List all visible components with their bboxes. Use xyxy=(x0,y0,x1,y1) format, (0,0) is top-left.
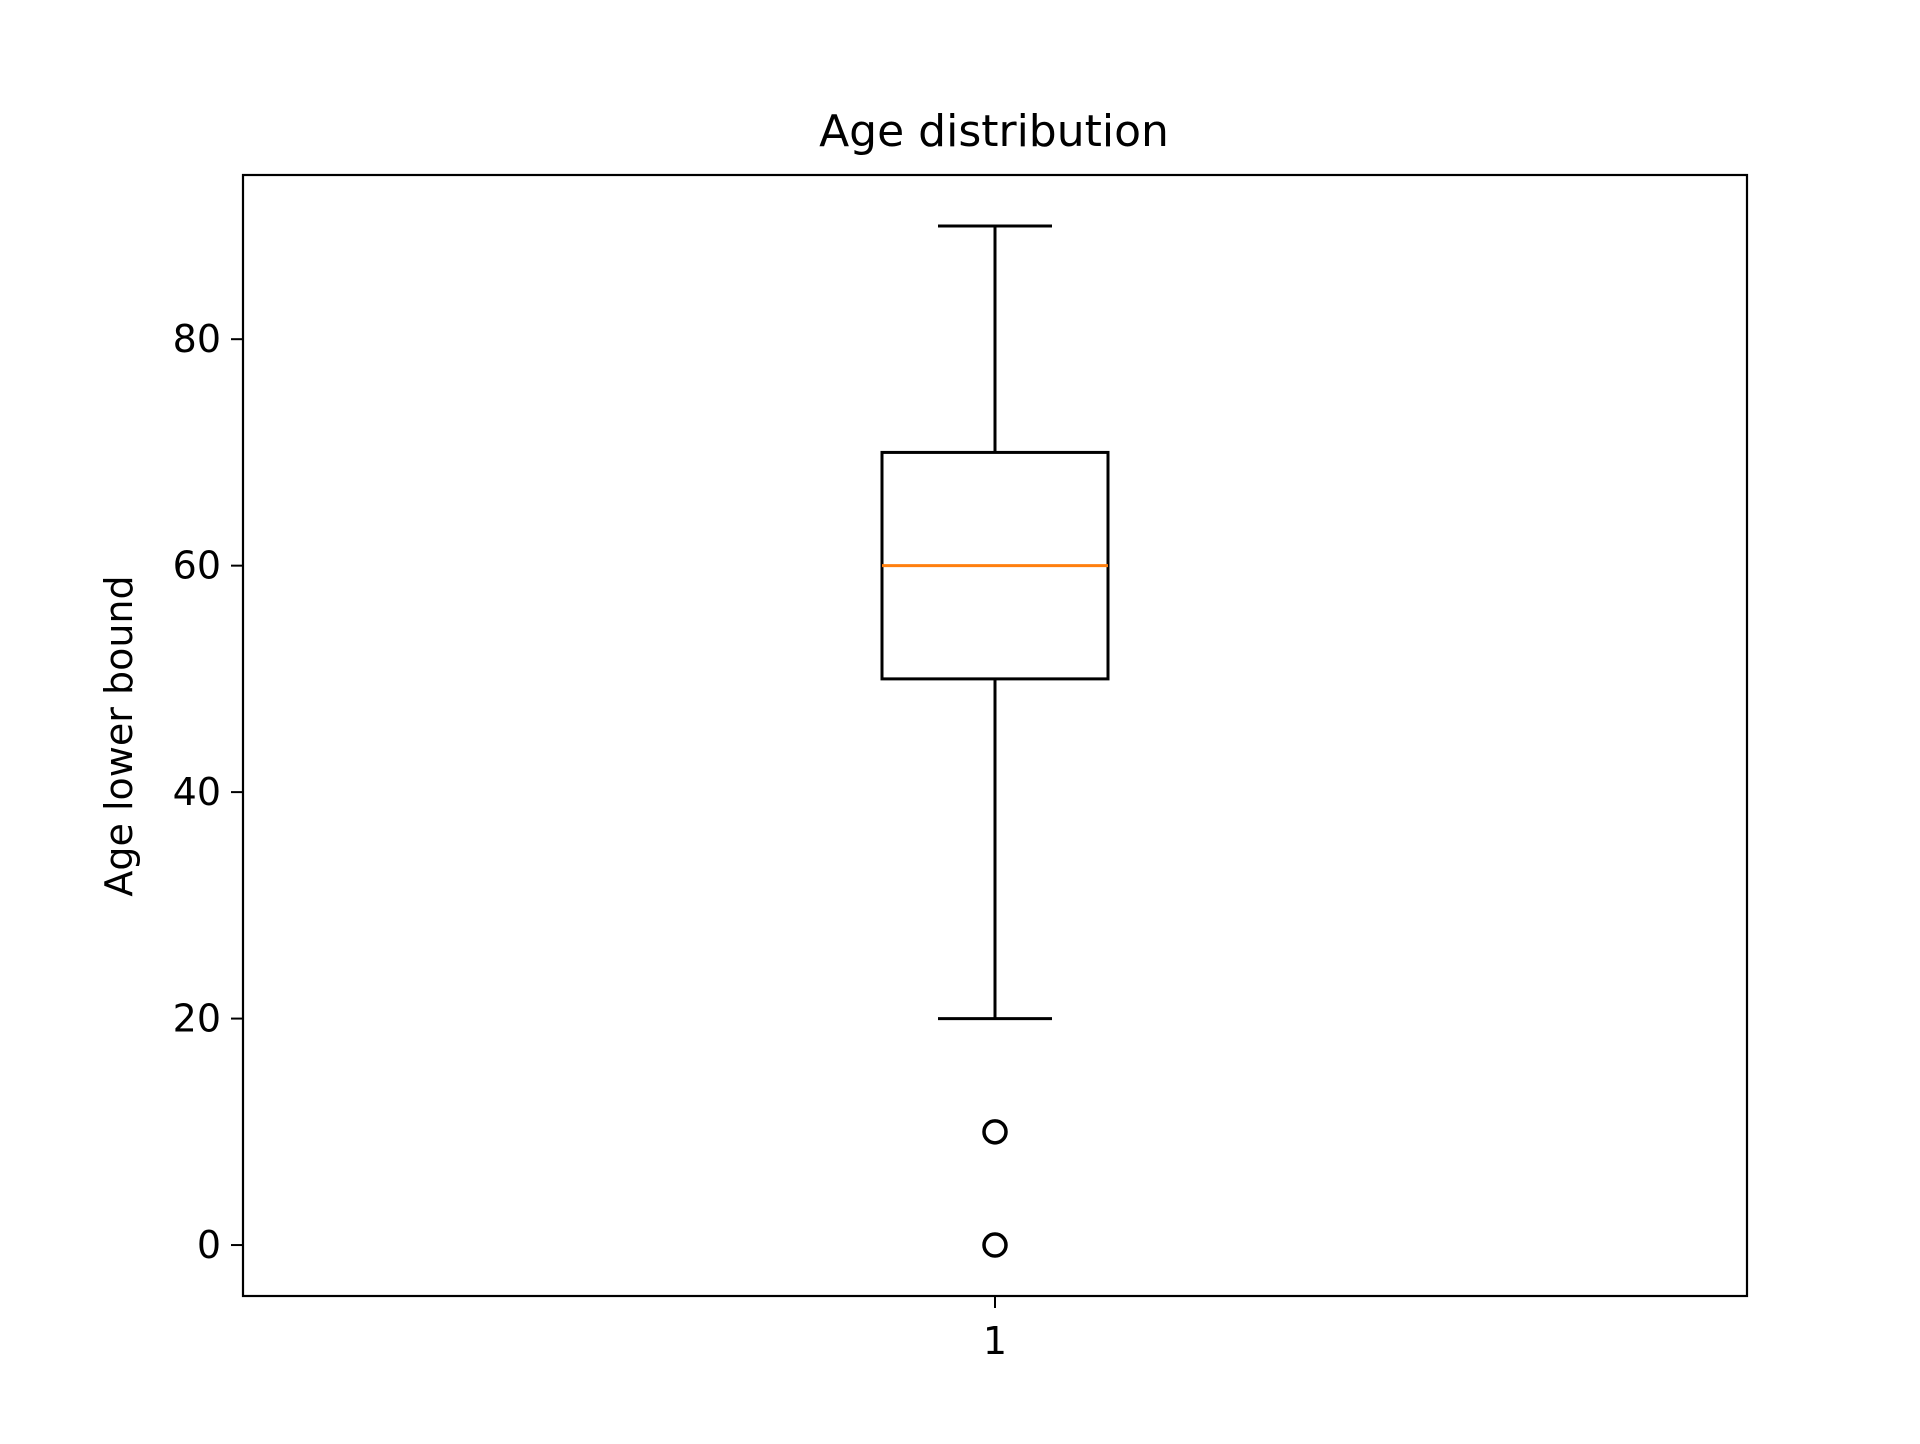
plot-area: 0 20 40 60 80 1 xyxy=(173,173,1749,1363)
y-tick-label-20: 20 xyxy=(173,997,221,1041)
y-tick-label-0: 0 xyxy=(197,1223,221,1267)
outlier-point-0 xyxy=(982,1232,1008,1258)
y-tick-label-60: 60 xyxy=(173,544,221,588)
outlier-point-10 xyxy=(982,1119,1008,1145)
x-tick-label-1: 1 xyxy=(983,1319,1007,1363)
y-axis-label: Age lower bound xyxy=(97,575,141,896)
chart-title: Age distribution xyxy=(819,106,1169,157)
y-tick-label-80: 80 xyxy=(173,317,221,361)
y-tick-label-40: 40 xyxy=(173,770,221,814)
